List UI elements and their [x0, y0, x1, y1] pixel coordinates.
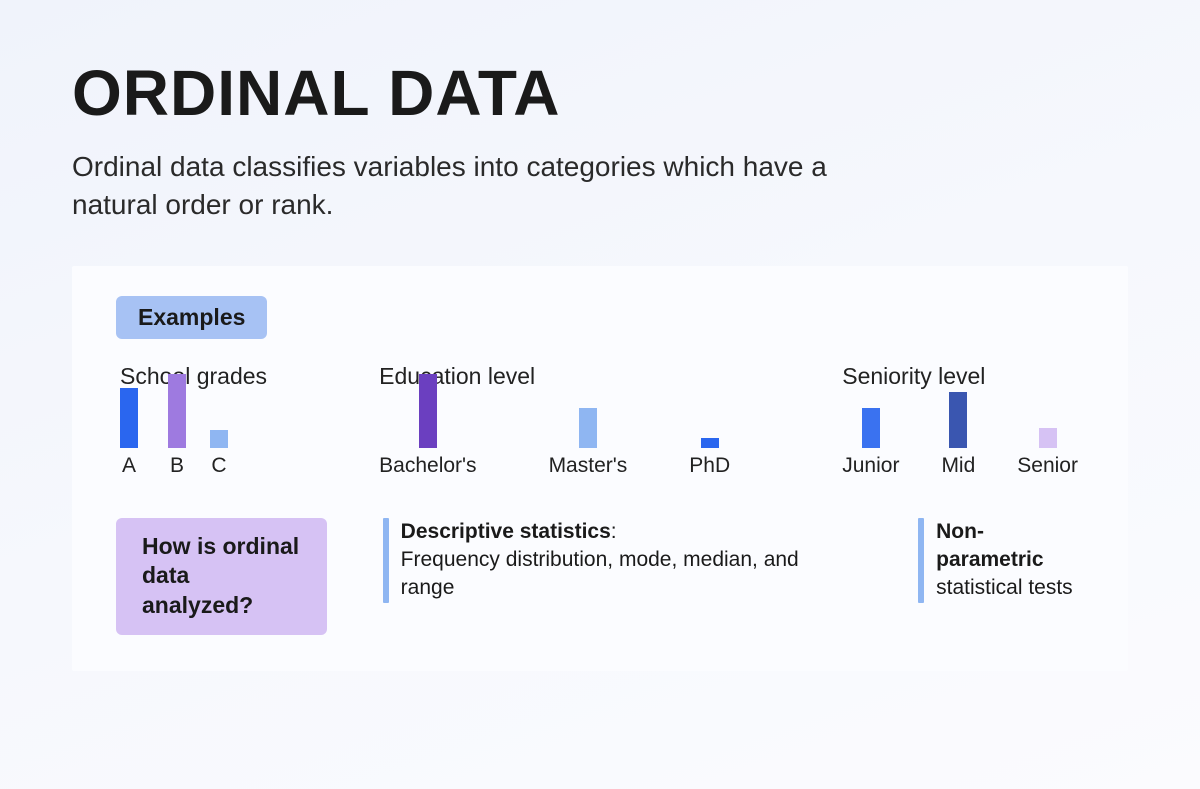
example-chart: Education levelBachelor'sMaster'sPhD — [379, 363, 730, 478]
bar-label: A — [122, 454, 136, 478]
bar — [210, 430, 228, 448]
page-subtitle: Ordinal data classifies variables into c… — [72, 148, 832, 224]
bar-column: Senior — [1017, 428, 1078, 478]
example-chart: Seniority level Junior Mid Senior — [842, 363, 1078, 478]
bar — [579, 408, 597, 448]
bar-label: Master's — [549, 454, 628, 478]
bar-column: B — [168, 374, 186, 478]
examples-row: School gradesABCEducation levelBachelor'… — [116, 363, 1084, 478]
accent-bar — [383, 518, 389, 603]
bar-label: Bachelor's — [379, 454, 476, 478]
bar-column: Mid — [941, 392, 975, 478]
bar-label: PhD — [689, 454, 730, 478]
page-title: ORDINAL DATA — [72, 56, 1128, 130]
bar-label: Senior — [1017, 454, 1078, 478]
analysis-items: Descriptive statistics:Frequency distrib… — [383, 518, 1084, 603]
bar-label: Mid — [941, 454, 975, 478]
analysis-text: Non-parametricstatistical tests — [936, 518, 1084, 603]
bar-column: PhD — [689, 438, 730, 478]
bar — [862, 408, 880, 448]
bar — [949, 392, 967, 448]
analysis-item: Non-parametricstatistical tests — [918, 518, 1084, 603]
bar-group: A B C — [120, 400, 228, 478]
analysis-text: Descriptive statistics:Frequency distrib… — [401, 518, 838, 603]
bar — [168, 374, 186, 448]
examples-badge: Examples — [116, 296, 267, 339]
bar — [1039, 428, 1057, 448]
bar — [419, 374, 437, 448]
bar-column: Bachelor's — [379, 374, 476, 478]
content-panel: Examples School gradesABCEducation level… — [72, 266, 1128, 672]
bar — [701, 438, 719, 448]
bar — [120, 388, 138, 448]
accent-bar — [918, 518, 924, 603]
how-analyzed-line1: How is ordinal — [142, 533, 299, 559]
bar-label: C — [211, 454, 226, 478]
example-chart: School grades A B C — [120, 363, 267, 478]
bar-column: A — [120, 388, 138, 478]
bar-column: Master's — [549, 408, 628, 478]
analysis-item: Descriptive statistics:Frequency distrib… — [383, 518, 838, 603]
analysis-row: How is ordinal data analyzed? Descriptiv… — [116, 518, 1084, 636]
bar-group: Junior Mid Senior — [842, 400, 1078, 478]
bar-column: C — [210, 430, 228, 478]
how-analyzed-badge: How is ordinal data analyzed? — [116, 518, 327, 636]
bar-column: Junior — [842, 408, 899, 478]
bar-label: B — [170, 454, 184, 478]
example-title: School grades — [120, 363, 267, 390]
bar-group: Bachelor's Master's PhD — [379, 400, 730, 478]
bar-label: Junior — [842, 454, 899, 478]
example-title: Seniority level — [842, 363, 985, 390]
how-analyzed-line2: data analyzed? — [142, 562, 253, 618]
